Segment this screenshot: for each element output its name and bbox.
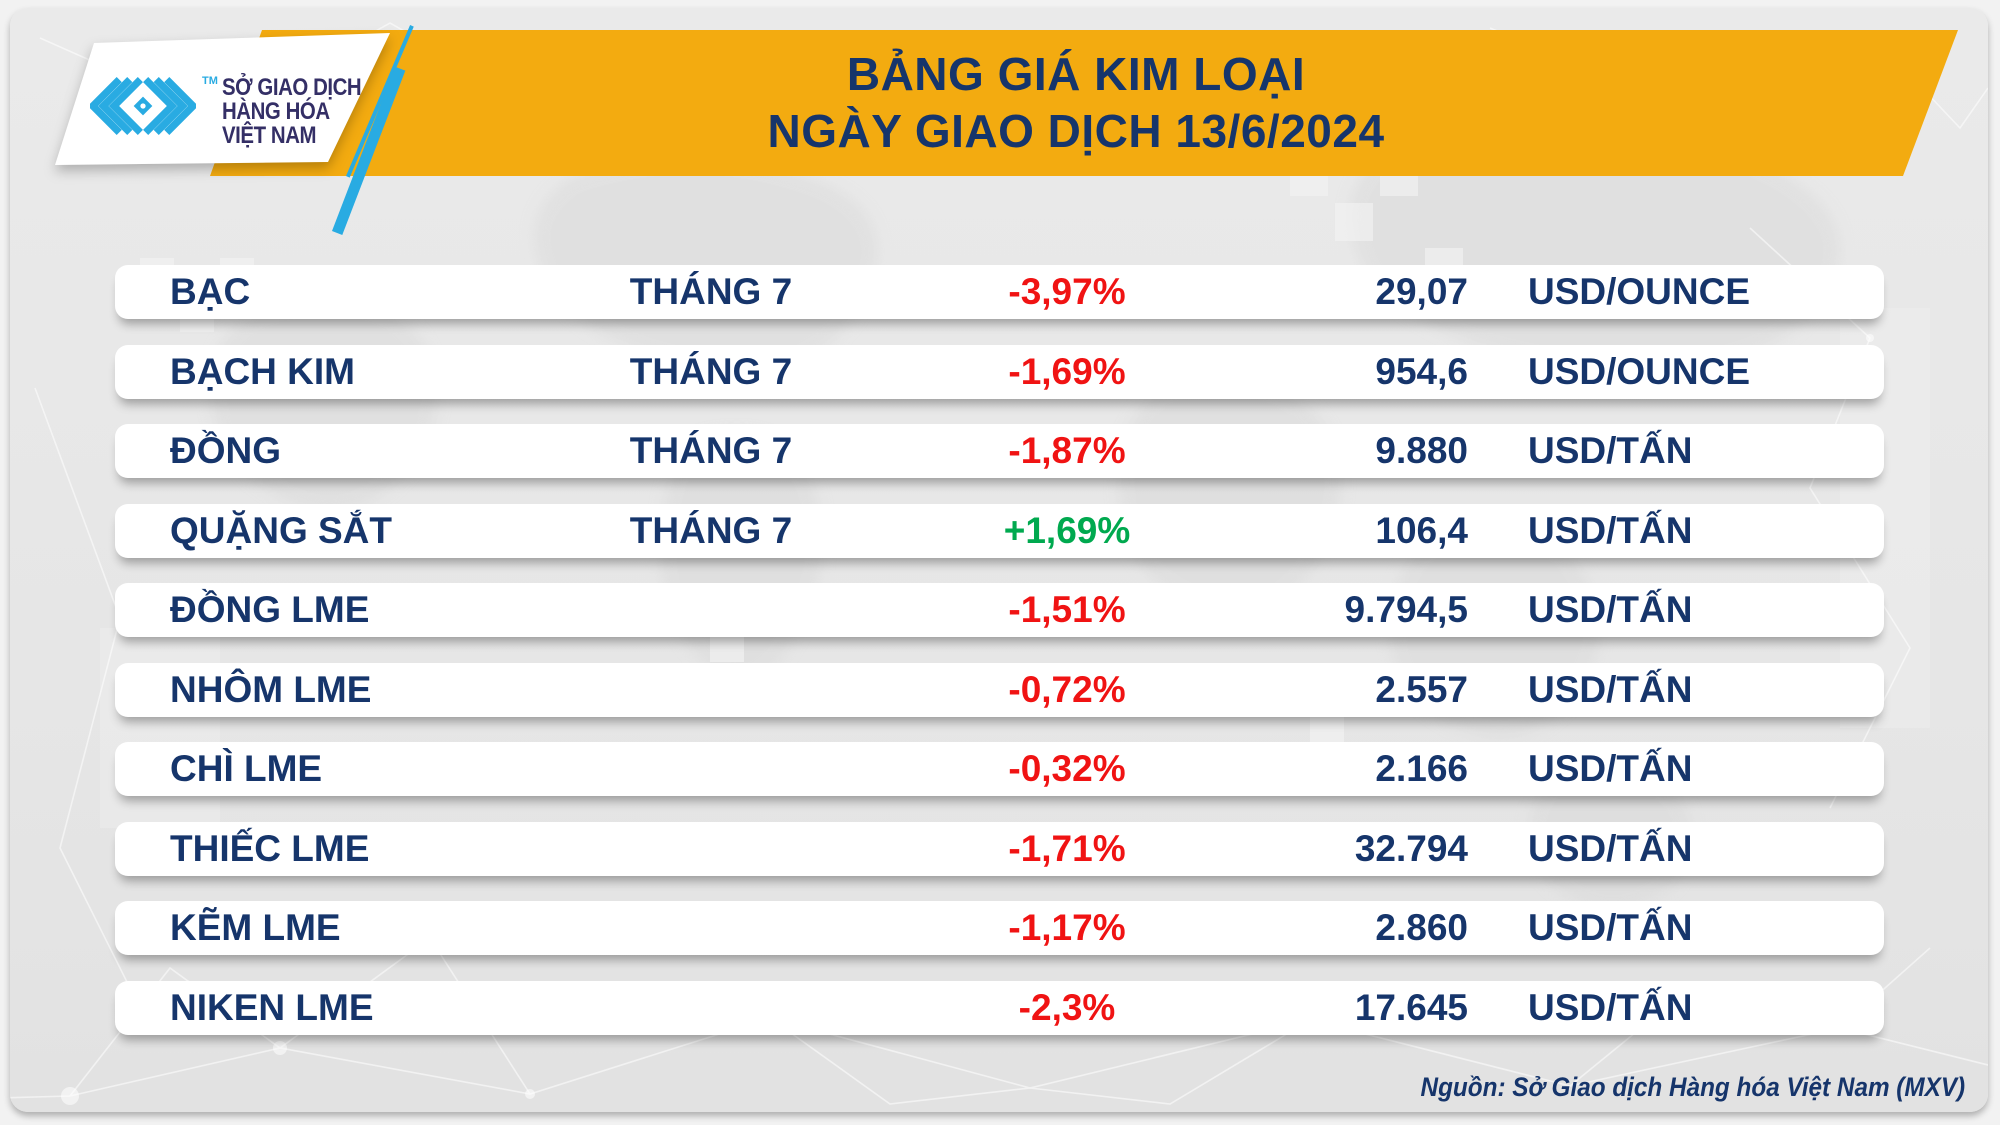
commodity-name: NIKEN LME [170,986,374,1028]
price-unit: USD/TẤN [1528,986,1693,1028]
contract-month: THÁNG 7 [629,430,793,471]
table-row: KẼM LME -1,17% 2.860 USD/TẤN [115,901,1884,955]
commodity-name: ĐỒNG LME [170,589,370,630]
change-percent: -0,72% [1008,668,1126,710]
table-row: BẠC THÁNG 7 -3,97% 29,07 USD/OUNCE [115,265,1884,319]
price-value: 2.557 [1375,668,1468,710]
logo-org-name: SỞ GIAO DỊCH HÀNG HÓA VIỆT NAM [222,74,362,149]
price-unit: USD/TẤN [1528,827,1693,869]
price-value: 29,07 [1375,271,1468,312]
change-percent: -1,87% [1008,430,1126,471]
logo-org-line2: HÀNG HÓA [222,98,330,125]
price-unit: USD/OUNCE [1528,271,1751,312]
change-percent: +1,69% [1003,509,1131,551]
price-unit: USD/OUNCE [1528,350,1751,392]
price-unit: USD/TẤN [1528,748,1693,789]
change-percent: -0,32% [1008,748,1126,789]
page-title: BẢNG GIÁ KIM LOẠI NGÀY GIAO DỊCH 13/6/20… [767,46,1384,160]
trademark-symbol: TM [202,75,218,87]
price-unit: USD/TẤN [1528,430,1693,471]
change-percent: -1,51% [1008,589,1126,630]
price-unit: USD/TẤN [1528,668,1693,710]
source-credit: Nguồn: Sở Giao dịch Hàng hóa Việt Nam (M… [1420,1072,1965,1102]
change-percent: -1,69% [1008,350,1126,392]
price-unit: USD/TẤN [1528,509,1693,551]
change-percent: -1,17% [1008,907,1126,948]
table-row: BẠCH KIM THÁNG 7 -1,69% 954,6 USD/OUNCE [115,344,1884,399]
price-unit: USD/TẤN [1528,589,1693,630]
mxv-logo-icon [90,77,196,135]
commodity-name: BẠCH KIM [170,350,355,392]
table-row: QUẶNG SẮT THÁNG 7 +1,69% 106,4 USD/TẤN [115,503,1884,558]
price-value: 2.166 [1375,748,1468,789]
commodity-name: CHÌ LME [170,748,323,789]
header-banner: BẢNG GIÁ KIM LOẠI NGÀY GIAO DỊCH 13/6/20… [210,30,1958,176]
price-value: 32.794 [1354,827,1468,869]
contract-month: THÁNG 7 [629,509,793,551]
contract-month: THÁNG 7 [629,350,793,392]
commodity-name: NHÔM LME [170,668,372,710]
commodity-name: KẼM LME [170,907,341,948]
price-table: BẠC THÁNG 7 -3,97% 29,07 USD/OUNCE BẠCH KIM TH… [115,265,1884,1035]
commodity-name: THIẾC LME [170,827,370,869]
board-title: BẢNG GIÁ KIM LOẠI [846,48,1306,100]
price-value: 2.860 [1375,907,1468,948]
price-value: 954,6 [1375,350,1468,392]
commodity-name: BẠC [170,271,251,312]
change-percent: -1,71% [1008,827,1126,869]
table-row: NHÔM LME -0,72% 2.557 USD/TẤN [115,662,1884,717]
change-percent: -3,97% [1008,271,1126,312]
change-percent: -2,3% [1018,986,1116,1028]
price-value: 9.880 [1375,430,1468,471]
table-row: THIẾC LME -1,71% 32.794 USD/TẤN [115,821,1884,876]
table-row: CHÌ LME -0,32% 2.166 USD/TẤN [115,742,1884,796]
logo-org-line1: SỞ GIAO DỊCH [222,74,362,101]
commodity-name: ĐỒNG [170,430,281,471]
logo-org-line3: VIỆT NAM [222,122,317,149]
exchange-logo: TM SỞ GIAO DỊCH HÀNG HÓA VIỆT NAM [40,28,400,170]
contract-month: THÁNG 7 [629,271,793,312]
price-value: 9.794,5 [1344,589,1468,630]
table-row: ĐỒNG LME -1,51% 9.794,5 USD/TẤN [115,583,1884,637]
commodity-name: QUẶNG SẮT [170,509,392,551]
price-value: 106,4 [1375,509,1468,551]
board-subtitle: NGÀY GIAO DỊCH 13/6/2024 [767,105,1385,157]
price-value: 17.645 [1354,986,1468,1028]
table-row: NIKEN LME -2,3% 17.645 USD/TẤN [115,980,1884,1035]
table-row: ĐỒNG THÁNG 7 -1,87% 9.880 USD/TẤN [115,424,1884,478]
price-unit: USD/TẤN [1528,907,1693,948]
